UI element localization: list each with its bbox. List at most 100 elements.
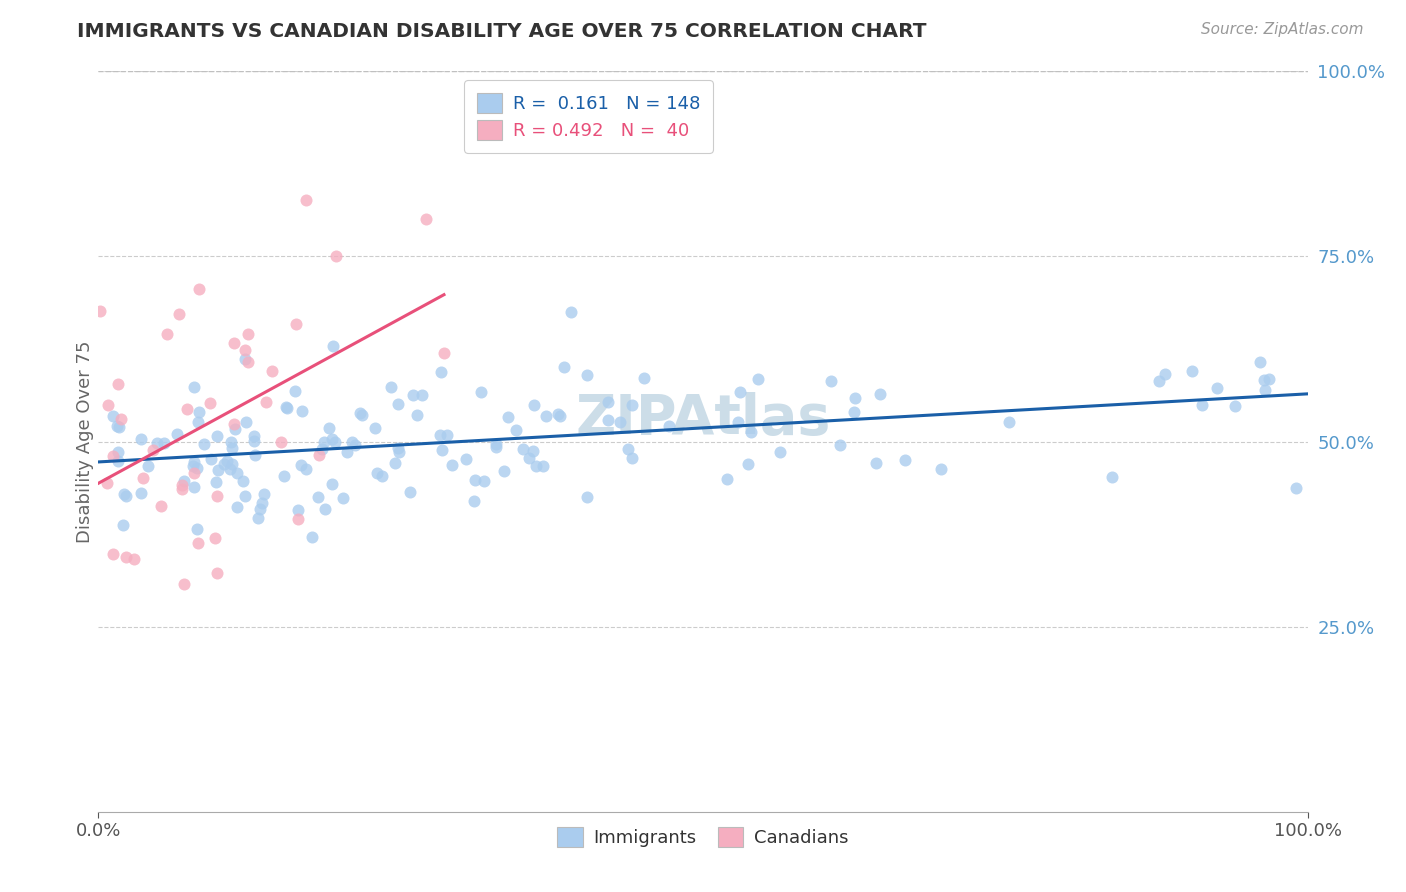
Point [524,459,547,474]
Point [865,456,887,470]
Point [844,391,866,405]
Point [301,530,323,544]
Point [575,368,598,382]
Point [221,435,243,450]
Point [205,429,228,443]
Point [332,491,354,505]
Point [219,462,242,476]
Point [869,387,891,401]
Point [149,499,172,513]
Point [596,413,619,427]
Point [232,474,254,488]
Point [188,405,211,419]
Point [217,454,239,468]
Point [820,374,842,388]
Point [124,551,146,566]
Point [617,442,640,456]
Point [204,531,226,545]
Point [284,384,307,398]
Point [307,490,329,504]
Point [205,475,228,490]
Point [173,474,195,488]
Point [485,436,508,450]
Point [145,436,167,450]
Point [727,415,749,429]
Point [737,457,759,471]
Point [380,380,402,394]
Point [997,415,1019,429]
Point [173,577,195,591]
Point [101,547,124,561]
Point [454,452,477,467]
Point [560,305,582,319]
Point [496,410,519,425]
Point [494,463,516,477]
Point [596,395,619,409]
Point [254,395,277,409]
Point [340,435,363,450]
Point [235,415,257,429]
Point [225,466,247,480]
Point [221,441,243,455]
Point [402,388,425,402]
Point [270,435,292,450]
Point [484,440,506,454]
Point [436,428,458,442]
Point [547,407,569,421]
Point [1101,470,1123,484]
Point [183,467,205,481]
Point [224,422,246,436]
Point [101,409,124,423]
Point [894,453,917,467]
Y-axis label: Disability Age Over 75: Disability Age Over 75 [76,340,94,543]
Point [132,471,155,485]
Point [352,409,374,423]
Point [517,450,540,465]
Point [207,462,229,476]
Point [370,468,392,483]
Point [325,249,347,263]
Point [523,398,546,412]
Point [187,282,209,296]
Point [214,457,236,471]
Point [716,472,738,486]
Point [384,457,406,471]
Point [294,462,316,476]
Point [463,494,485,508]
Point [198,395,221,409]
Point [170,482,193,496]
Point [321,477,343,491]
Point [110,411,132,425]
Point [609,415,631,429]
Point [411,387,433,401]
Point [200,451,222,466]
Point [183,480,205,494]
Point [429,365,451,379]
Point [366,466,388,480]
Point [111,517,134,532]
Point [321,432,343,446]
Point [226,500,249,514]
Point [274,401,297,415]
Point [1249,355,1271,369]
Point [142,443,165,458]
Point [187,536,209,550]
Point [221,457,243,471]
Point [153,435,176,450]
Point [1258,371,1281,385]
Point [183,380,205,394]
Point [620,398,643,412]
Point [107,419,129,434]
Point [252,496,274,510]
Point [318,420,340,434]
Point [844,405,866,419]
Point [575,490,598,504]
Point [287,512,309,526]
Point [550,409,572,423]
Point [553,359,575,374]
Point [470,384,492,399]
Point [1154,367,1177,381]
Point [323,435,346,450]
Point [349,406,371,420]
Point [343,438,366,452]
